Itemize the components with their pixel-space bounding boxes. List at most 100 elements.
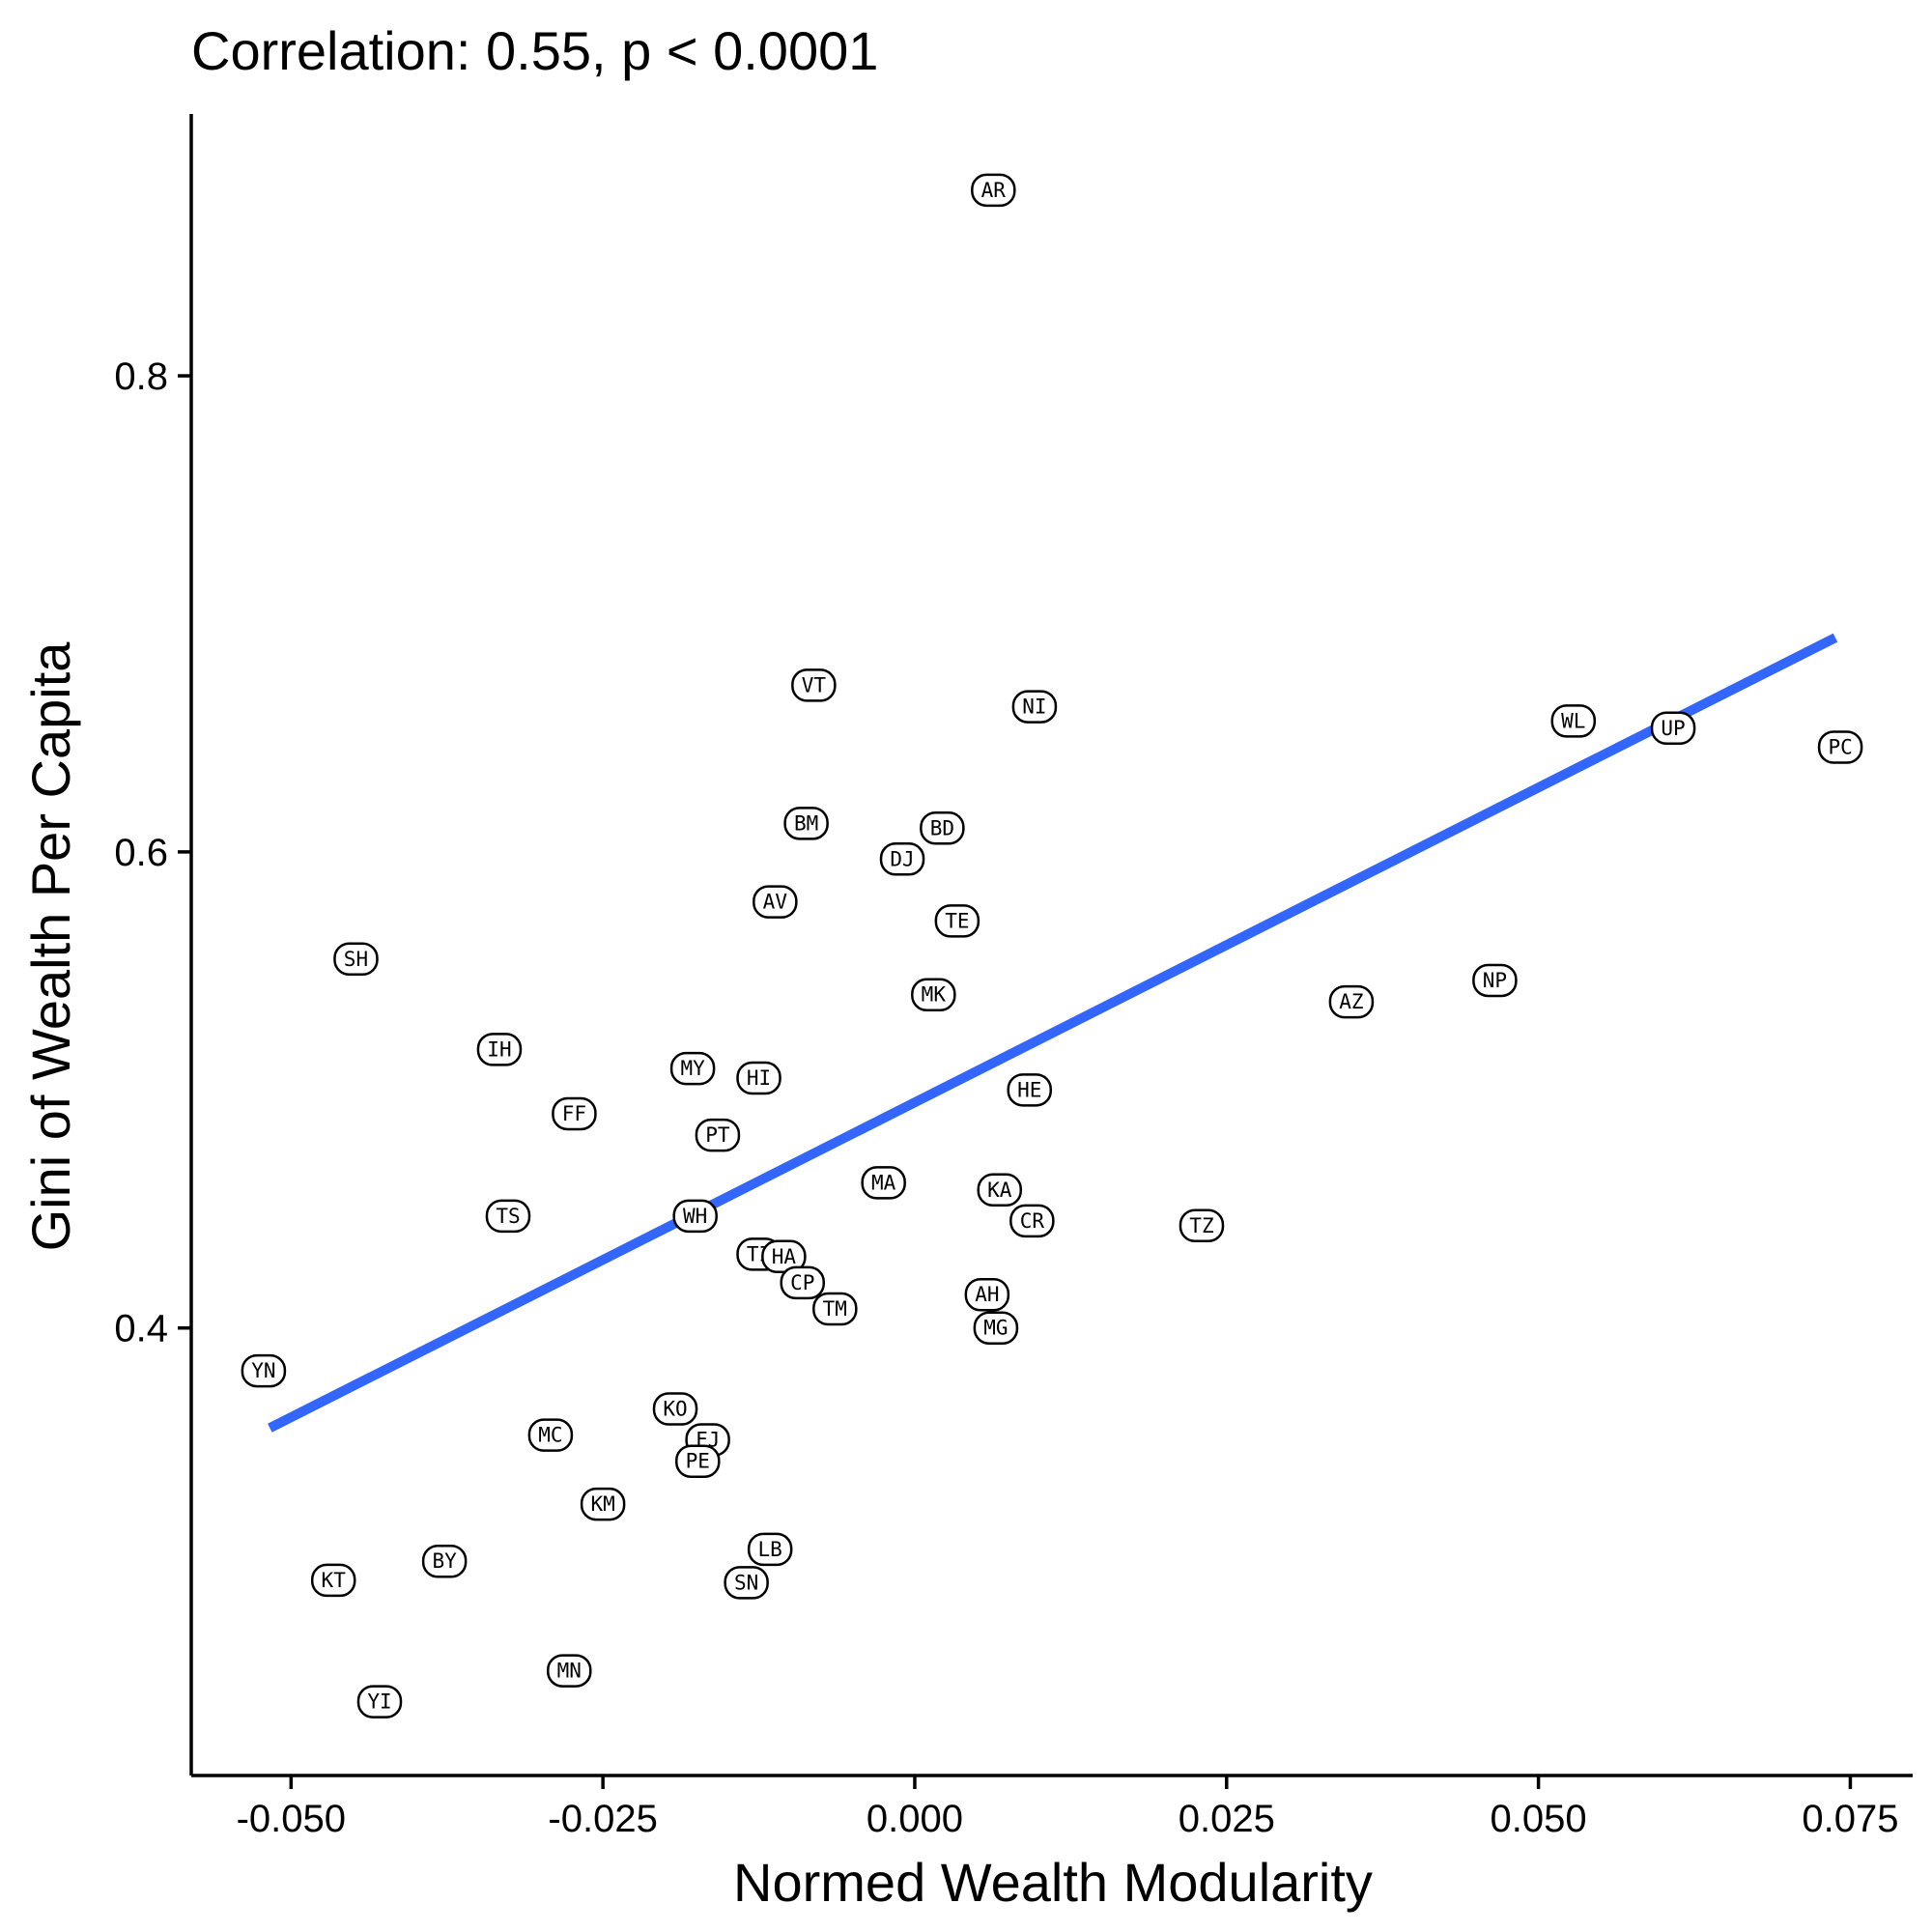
data-point-box [695, 1118, 741, 1152]
regression-line-layer [268, 633, 1838, 1433]
data-point-box [580, 1487, 626, 1521]
data-point-label: SH [344, 948, 368, 971]
data-point-label: MY [680, 1057, 705, 1080]
data-point: TM [812, 1292, 858, 1326]
data-point-box [977, 1173, 1023, 1208]
data-point-label: VT [802, 673, 827, 696]
data-point-label: BM [794, 811, 818, 835]
data-point-label: YI [367, 1690, 391, 1714]
data-point: CP [780, 1265, 825, 1300]
data-point: MC [527, 1418, 574, 1452]
data-point-box [747, 1532, 793, 1567]
data-point: PC [1817, 730, 1863, 764]
data-point-box [973, 1311, 1019, 1345]
data-point: FF [552, 1096, 597, 1131]
data-point-label: TZ [1189, 1214, 1213, 1237]
x-tick-label: 0.050 [1491, 1798, 1587, 1840]
data-point-label: HA [772, 1245, 797, 1268]
data-point-label: DJ [890, 847, 914, 870]
data-point-box [911, 978, 956, 1011]
data-point-label: YN [251, 1359, 275, 1382]
data-point: AV [753, 885, 798, 919]
data-point-label: IH [487, 1037, 511, 1061]
data-point: BY [421, 1544, 468, 1578]
y-tick-label: 0.4 [114, 1308, 168, 1350]
data-point-label: KO [663, 1398, 687, 1421]
data-point-box [1650, 711, 1696, 746]
data-point: NP [1472, 963, 1518, 998]
data-point-box [675, 1444, 721, 1478]
data-point-box [1472, 963, 1518, 998]
data-point-label: KM [590, 1492, 614, 1516]
data-point-label: MG [983, 1317, 1008, 1340]
data-point: VT [791, 668, 837, 702]
data-point-box [736, 1061, 781, 1095]
data-point-label: UP [1661, 717, 1685, 740]
y-axis-ticks: 0.4 0.6 0.8 [114, 355, 191, 1350]
data-point-label: MC [538, 1424, 562, 1447]
data-point: AR [971, 173, 1016, 208]
data-point-box [724, 1566, 769, 1600]
data-point-label: TE [945, 909, 969, 932]
data-point: MY [669, 1051, 716, 1086]
x-tick-label: 0.075 [1802, 1798, 1898, 1840]
data-point: HE [1007, 1073, 1053, 1107]
data-point-box [964, 1277, 1010, 1312]
data-point-label: PC [1828, 735, 1852, 758]
data-point: HI [736, 1061, 781, 1095]
data-point-box [879, 842, 925, 876]
x-axis-title: Normed Wealth Modularity [733, 1852, 1373, 1913]
data-point-box [652, 1392, 698, 1426]
data-point: KM [580, 1487, 626, 1521]
data-point: HA [761, 1239, 807, 1274]
data-point-box [753, 885, 798, 919]
data-point-label: SN [734, 1571, 758, 1594]
x-axis-ticks: -0.050 -0.025 0.000 0.025 0.050 0.075 [237, 1776, 1898, 1840]
data-point-box [527, 1418, 574, 1452]
data-point-label: TS [496, 1205, 520, 1228]
data-point-label: PE [686, 1450, 710, 1473]
data-point-label: BD [930, 816, 954, 839]
data-point: TS [485, 1199, 531, 1234]
chart-title: Correlation: 0.55, p < 0.0001 [191, 20, 878, 81]
regression-line [268, 633, 1838, 1433]
data-point-label: BY [432, 1549, 457, 1573]
data-point: MA [861, 1166, 906, 1200]
data-point-box [783, 807, 829, 840]
data-point: SH [333, 942, 379, 977]
data-point: IH [476, 1033, 523, 1066]
data-point: WH [672, 1199, 718, 1234]
data-point: MK [911, 978, 956, 1011]
data-point-label: KT [322, 1569, 347, 1592]
data-point-box [1007, 1073, 1053, 1107]
data-point-label: NI [1022, 696, 1046, 719]
data-point-label: AV [763, 891, 788, 914]
data-point-box [1817, 730, 1863, 764]
data-point: BM [783, 807, 829, 840]
data-point-label: AZ [1339, 990, 1363, 1013]
data-point: YI [356, 1685, 403, 1719]
data-point-box [485, 1199, 531, 1234]
data-point-box [1011, 690, 1058, 724]
data-point-label: FF [562, 1102, 586, 1125]
data-point-box [241, 1353, 287, 1388]
data-point: MN [547, 1654, 592, 1688]
data-point: BD [920, 811, 965, 845]
data-point: MG [973, 1311, 1019, 1345]
data-point-box [421, 1544, 468, 1578]
data-point: WL [1550, 704, 1597, 738]
y-tick-label: 0.8 [114, 355, 168, 398]
data-point-box [552, 1096, 597, 1131]
data-point: TE [934, 904, 980, 938]
data-point: AZ [1328, 984, 1375, 1019]
data-point-box [476, 1033, 523, 1066]
data-point: KA [977, 1173, 1023, 1208]
data-point-box [547, 1654, 592, 1688]
x-tick-label: 0.025 [1179, 1798, 1275, 1840]
y-tick-label: 0.6 [114, 832, 168, 874]
data-point: SN [724, 1566, 769, 1600]
data-point-label: AH [975, 1283, 999, 1306]
data-point-label: MN [557, 1660, 582, 1683]
data-point: NI [1011, 690, 1058, 724]
